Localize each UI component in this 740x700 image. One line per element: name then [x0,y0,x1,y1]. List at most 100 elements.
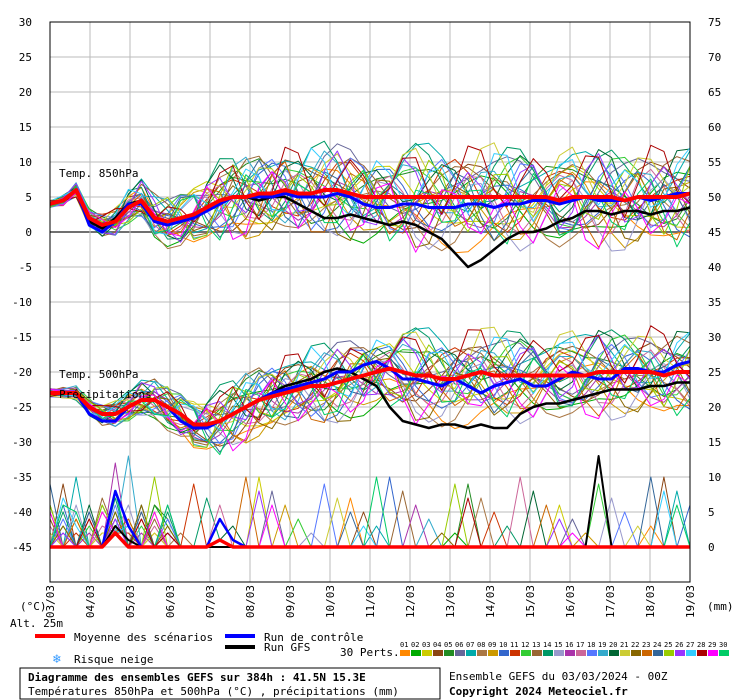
member-color-swatch [653,650,663,656]
member-t500-line [49,354,691,456]
left-tick-label: -25 [12,401,32,414]
member-id-label: 07 [466,641,474,649]
member-id-label: 01 [400,641,408,649]
member-color-swatch [686,650,696,656]
legend: Moyenne des scénarios Run de contrôle Ru… [35,631,729,667]
left-tick-label: -30 [12,436,32,449]
right-tick-label: 10 [708,471,721,484]
chart-subtitle: Températures 850hPa et 500hPa (°C) , pré… [28,685,399,698]
x-date-label: 10/03 [324,585,337,618]
member-t850-line [49,147,691,236]
copyright: Copyright 2024 Meteociel.fr [449,685,628,698]
member-id-label: 23 [642,641,650,649]
precip-panel-label: Précipitations [59,388,152,401]
left-tick-label: -35 [12,471,32,484]
left-tick-label: 10 [19,156,32,169]
member-id-label: 11 [510,641,518,649]
legend-control-swatch [225,634,255,638]
right-tick-label: 40 [708,261,721,274]
x-date-label: 12/03 [404,585,417,618]
member-id-label: 17 [576,641,584,649]
member-t850-line [49,159,691,240]
member-color-swatch [488,650,498,656]
member-id-label: 29 [708,641,716,649]
run-info: Ensemble GEFS du 03/03/2024 - 00Z [449,670,668,683]
member-color-swatch [554,650,564,656]
member-color-swatch [455,650,465,656]
member-color-swatch [565,650,575,656]
legend-perts-label: 30 Perts. [340,646,400,659]
left-tick-label: 20 [19,86,32,99]
left-tick-label: 15 [19,121,32,134]
legend-control-label: Run de contrôle [264,631,363,644]
x-date-label: 17/03 [604,585,617,618]
left-tick-label: 5 [25,191,32,204]
member-color-swatch [532,650,542,656]
x-date-label: 07/03 [204,585,217,618]
x-date-label: 13/03 [444,585,457,618]
x-date-label: 15/03 [524,585,537,618]
member-id-label: 05 [444,641,452,649]
member-t500-line [49,349,691,426]
member-id-label: 27 [686,641,694,649]
legend-mean-swatch [35,634,65,638]
member-id-label: 16 [565,641,573,649]
member-id-label: 06 [455,641,463,649]
member-id-label: 30 [719,641,727,649]
x-date-label: 19/03 [684,585,697,618]
member-color-swatch [587,650,597,656]
member-color-swatch [521,650,531,656]
member-id-label: 13 [532,641,540,649]
left-tick-label: -20 [12,366,32,379]
title-box [19,667,441,700]
member-t500-line [49,359,691,452]
x-date-label: 09/03 [284,585,297,618]
right-tick-label: 35 [708,296,721,309]
member-color-swatch [697,650,707,656]
altitude-label: Alt. 25m [10,617,63,630]
member-color-swatch [609,650,619,656]
member-id-label: 19 [598,641,606,649]
member-color-swatch [598,650,608,656]
legend-gfs-label: Run GFS [264,641,310,654]
x-date-label: 08/03 [244,585,257,618]
left-tick-label: -15 [12,331,32,344]
mean-precip-line [50,531,690,549]
member-id-label: 02 [411,641,419,649]
right-tick-label: 20 [708,401,721,414]
right-tick-label: 0 [708,541,715,554]
left-tick-label: 30 [19,16,32,29]
x-date-label: 11/03 [364,585,377,618]
member-color-swatch [466,650,476,656]
x-date-label: 14/03 [484,585,497,618]
member-t500-line [49,343,691,448]
member-id-label: 15 [554,641,562,649]
member-t500-line [49,334,691,436]
member-id-label: 10 [499,641,507,649]
right-tick-label: 15 [708,436,721,449]
mean-t850-line [49,188,691,227]
x-date-label: 03/03 [44,585,57,618]
right-tick-label: 70 [708,51,721,64]
member-color-swatch [675,650,685,656]
left-tick-label: -5 [19,261,32,274]
member-t850-line [49,169,691,248]
legend-snow-label: Risque neige [74,653,153,666]
right-tick-label: 45 [708,226,721,239]
snowflake-icon: ❄ [52,652,61,667]
right-tick-label: 25 [708,366,721,379]
x-date-label: 06/03 [164,585,177,618]
member-color-swatch [411,650,421,656]
member-t850-line [49,148,691,242]
member-id-label: 20 [609,641,617,649]
member-legend: 01 02 03 04 05 06 07 08 09 10 11 12 13 14 15 16 17 18 19 20… [400,641,729,656]
member-id-label: 18 [587,641,595,649]
member-id-label: 03 [422,641,430,649]
right-tick-label: 5 [708,506,715,519]
member-color-swatch [631,650,641,656]
t500-panel-label: Temp. 500hPa [59,368,138,381]
member-id-label: 08 [477,641,485,649]
member-id-label: 28 [697,641,705,649]
right-tick-label: 30 [708,331,721,344]
